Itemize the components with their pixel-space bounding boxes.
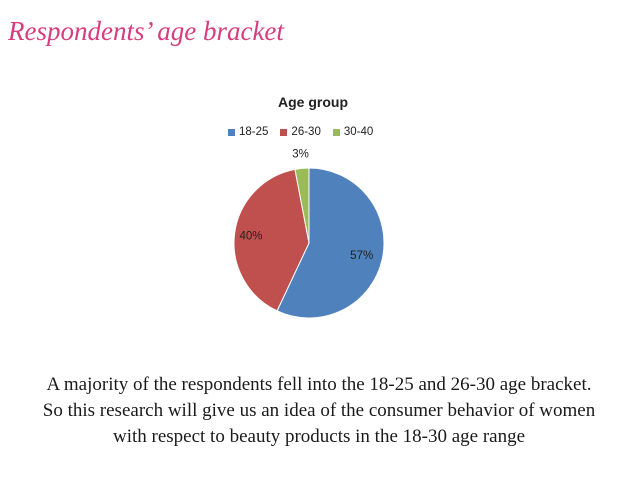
legend-item-26-30: 26-30 bbox=[280, 126, 321, 138]
legend-item-30-40: 30-40 bbox=[332, 126, 374, 138]
chart-title: Age group bbox=[278, 94, 348, 110]
legend-label-26-30: 26-30 bbox=[291, 126, 321, 138]
data-label-18-25: 57% bbox=[350, 250, 373, 262]
chart-legend: 18-25 26-30 30-40 bbox=[228, 126, 373, 138]
slide-title: Respondents’ age bracket bbox=[8, 16, 284, 46]
caption: A majority of the respondents fell into … bbox=[0, 372, 638, 450]
legend-swatch-18-25 bbox=[228, 128, 235, 136]
data-label-26-30: 40% bbox=[239, 231, 262, 243]
pie-slice-30-40 bbox=[294, 167, 310, 244]
legend-label-30-40: 30-40 bbox=[343, 126, 374, 138]
legend-swatch-26-30 bbox=[280, 128, 288, 136]
caption-line-2: So this research will give us an idea of… bbox=[42, 400, 596, 421]
caption-line-1: A majority of the respondents fell into … bbox=[46, 374, 592, 395]
caption-line-3: with respect to beauty products in the 1… bbox=[112, 426, 526, 447]
data-label-30-40: 3% bbox=[292, 148, 309, 160]
legend-label-18-25: 18-25 bbox=[239, 126, 269, 138]
pie-slice-26-30 bbox=[233, 168, 310, 312]
legend-item-18-25: 18-25 bbox=[228, 126, 268, 138]
legend-swatch-30-40 bbox=[332, 128, 340, 136]
pie-slice-18-25 bbox=[276, 167, 385, 319]
pie-chart: Age group 18-25 26-30 30-40 57% 40% 3% bbox=[200, 88, 436, 328]
pie-svg: 57% 40% 3% bbox=[233, 148, 385, 319]
